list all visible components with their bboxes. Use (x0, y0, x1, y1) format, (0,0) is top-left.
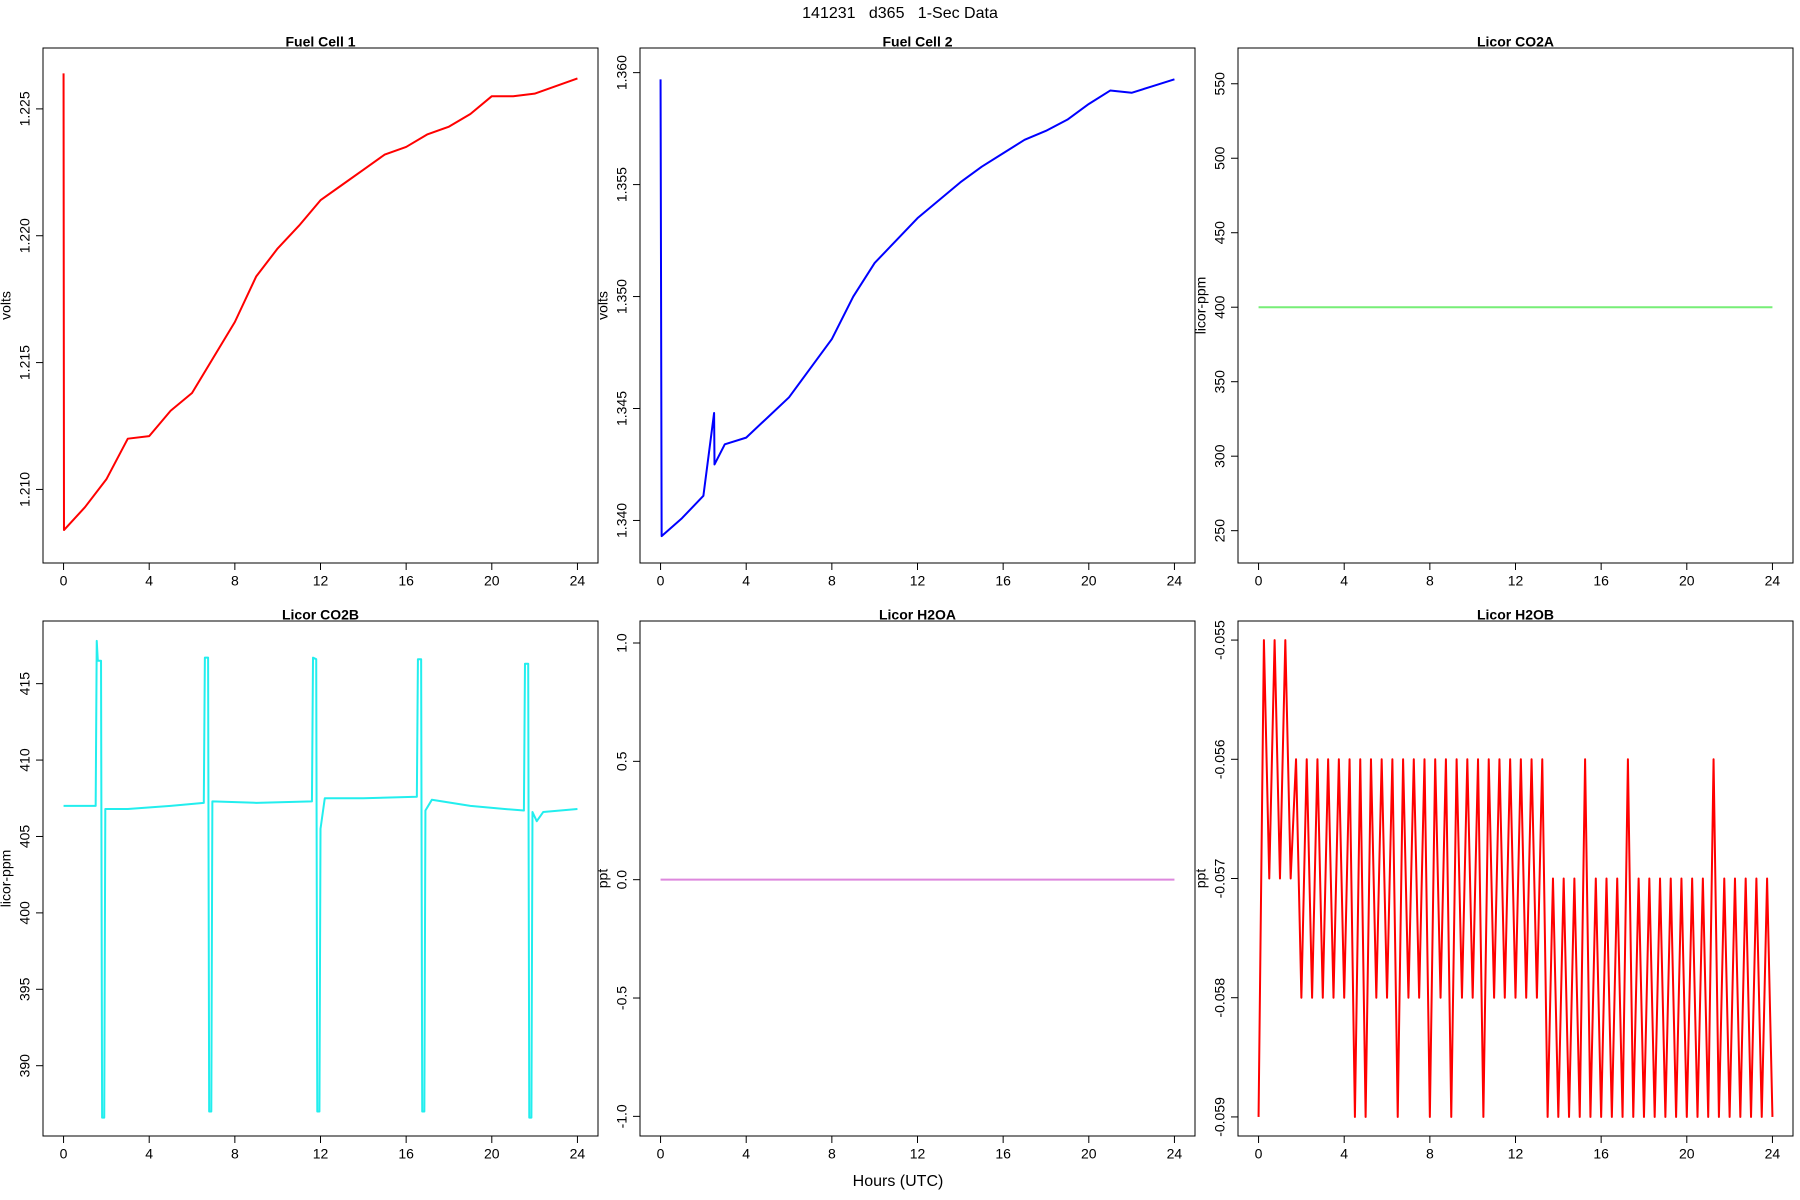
x-tick-label: 12 (910, 1146, 926, 1162)
x-tick-label: 8 (828, 573, 836, 589)
y-tick-label: 1.210 (17, 472, 33, 507)
y-tick-label: -0.055 (1212, 620, 1228, 660)
x-tick-label: 8 (1426, 1146, 1434, 1162)
chart-title: Licor H2OB (1477, 607, 1554, 623)
x-tick-label: 4 (1340, 1146, 1348, 1162)
y-tick-label: -0.059 (1212, 1097, 1228, 1137)
x-tick-label: 0 (1255, 573, 1263, 589)
x-tick-label: 24 (1167, 573, 1183, 589)
y-tick-label: 0.5 (614, 751, 630, 771)
data-line (659, 78, 1175, 538)
y-tick-label: 400 (17, 901, 33, 925)
y-tick-label: 350 (1212, 370, 1228, 394)
chart-title: Fuel Cell 2 (882, 34, 952, 50)
y-tick-label: 1.350 (614, 279, 630, 314)
y-tick-label: -1.0 (614, 1104, 630, 1128)
y-tick-label: 450 (1212, 221, 1228, 245)
x-tick-label: 20 (484, 1146, 500, 1162)
data-line (1257, 639, 1774, 1118)
y-tick-label: 550 (1212, 72, 1228, 96)
y-tick-label: 250 (1212, 519, 1228, 543)
y-tick-label: 0.0 (614, 870, 630, 890)
y-tick-label: 1.220 (17, 218, 33, 253)
x-tick-label: 0 (657, 573, 665, 589)
x-tick-label: 4 (145, 1146, 153, 1162)
y-tick-label: 1.0 (614, 633, 630, 653)
y-tick-label: 395 (17, 977, 33, 1001)
x-tick-label: 24 (570, 1146, 586, 1162)
x-tick-label: 4 (742, 573, 750, 589)
x-tick-label: 20 (1081, 573, 1097, 589)
y-tick-label: 1.225 (17, 91, 33, 126)
x-tick-label: 20 (484, 573, 500, 589)
x-tick-label: 24 (570, 573, 586, 589)
y-axis-label: ppt (595, 869, 611, 889)
plot-frame (639, 47, 1196, 564)
y-tick-label: -0.056 (1212, 739, 1228, 779)
figure-title: 141231 d365 1-Sec Data (802, 5, 998, 22)
data-line (62, 73, 578, 532)
y-axis-label: licor-ppm (0, 850, 14, 908)
y-axis-label: volts (0, 291, 14, 320)
x-tick-label: 8 (1426, 573, 1434, 589)
y-tick-label: 1.355 (614, 167, 630, 202)
y-tick-label: 1.215 (17, 345, 33, 380)
y-tick-label: 410 (17, 748, 33, 772)
x-tick-label: 16 (398, 1146, 414, 1162)
x-tick-label: 0 (60, 1146, 68, 1162)
chart-title: Licor CO2B (282, 607, 359, 623)
data-line (63, 639, 578, 1119)
x-tick-label: 12 (313, 1146, 329, 1162)
x-tick-label: 4 (1340, 573, 1348, 589)
y-tick-label: -0.058 (1212, 978, 1228, 1018)
x-tick-label: 0 (1255, 1146, 1263, 1162)
plot-frame (42, 47, 599, 564)
y-axis-label: ppt (1193, 869, 1209, 889)
x-tick-label: 24 (1765, 1146, 1781, 1162)
y-tick-label: 390 (17, 1054, 33, 1078)
x-tick-label: 24 (1167, 1146, 1183, 1162)
x-tick-label: 20 (1679, 1146, 1695, 1162)
x-tick-label: 12 (1508, 573, 1524, 589)
x-tick-label: 16 (995, 1146, 1011, 1162)
x-tick-label: 12 (313, 573, 329, 589)
y-tick-label: 500 (1212, 146, 1228, 170)
x-tick-label: 12 (1508, 1146, 1524, 1162)
y-tick-label: -0.5 (614, 986, 630, 1010)
x-tick-label: 8 (828, 1146, 836, 1162)
y-tick-label: 300 (1212, 444, 1228, 468)
chart-title: Fuel Cell 1 (285, 34, 355, 50)
x-tick-label: 0 (657, 1146, 665, 1162)
y-axis-label: volts (595, 291, 611, 320)
chart-title: Licor H2OA (879, 607, 956, 623)
y-tick-label: 1.345 (614, 391, 630, 426)
y-tick-label: 1.340 (614, 503, 630, 538)
y-tick-label: -0.057 (1212, 858, 1228, 898)
x-tick-label: 16 (398, 573, 414, 589)
x-tick-label: 16 (1593, 1146, 1609, 1162)
x-tick-label: 16 (995, 573, 1011, 589)
y-tick-label: 1.360 (614, 55, 630, 90)
x-tick-label: 8 (231, 573, 239, 589)
x-tick-label: 24 (1765, 573, 1781, 589)
y-tick-label: 405 (17, 825, 33, 849)
x-tick-label: 16 (1593, 573, 1609, 589)
plot-frame (1237, 47, 1794, 564)
x-tick-label: 20 (1081, 1146, 1097, 1162)
x-tick-label: 4 (742, 1146, 750, 1162)
x-tick-label: 0 (60, 573, 68, 589)
x-tick-label: 12 (910, 573, 926, 589)
y-axis-label: licor-ppm (1193, 277, 1209, 335)
x-tick-label: 20 (1679, 573, 1695, 589)
chart-title: Licor CO2A (1477, 34, 1554, 50)
x-tick-label: 4 (145, 573, 153, 589)
x-tick-label: 8 (231, 1146, 239, 1162)
plot-frame (639, 620, 1196, 1137)
y-tick-label: 400 (1212, 295, 1228, 319)
x-axis-label: Hours (UTC) (853, 1173, 944, 1190)
y-tick-label: 415 (17, 672, 33, 696)
